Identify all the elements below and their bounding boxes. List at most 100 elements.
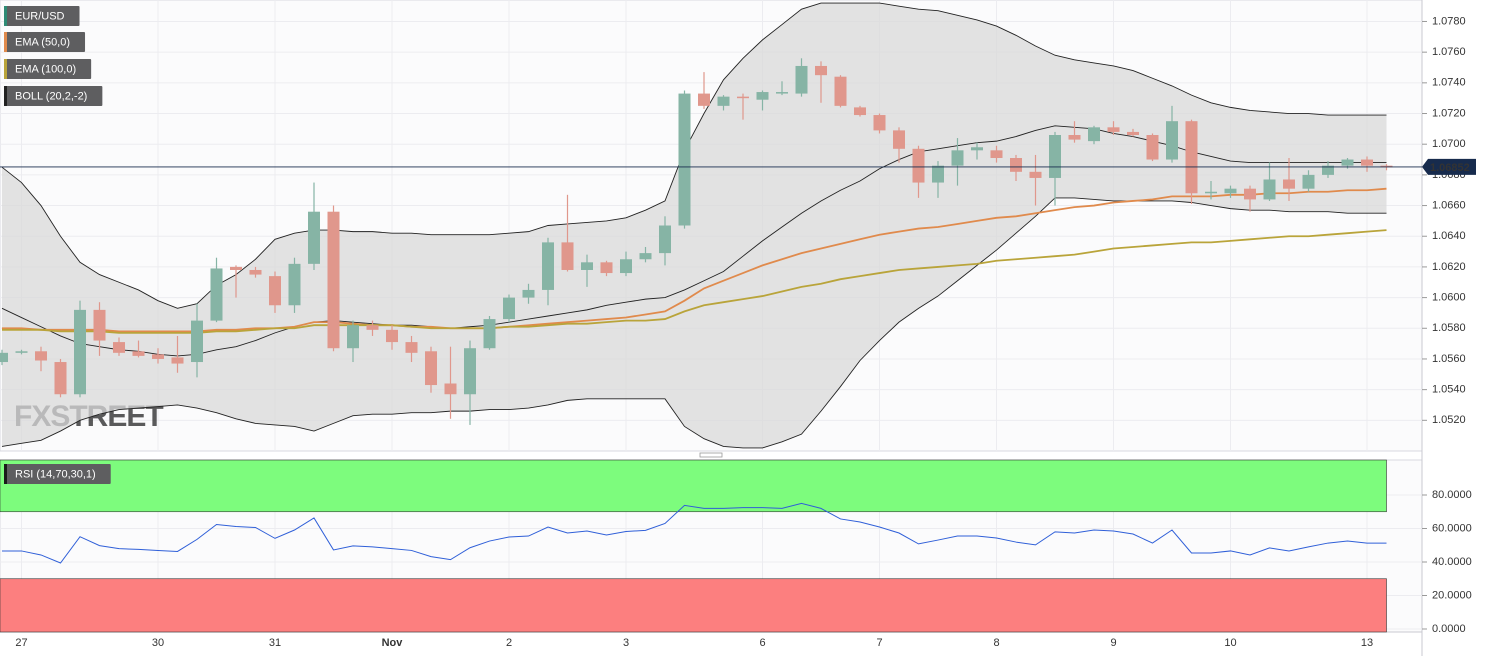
candle-body bbox=[1088, 127, 1100, 142]
candle-body bbox=[35, 351, 47, 361]
x-tick-label: 9 bbox=[1110, 637, 1116, 649]
candle-body bbox=[0, 352, 8, 363]
candle-body bbox=[1010, 158, 1022, 172]
legend-box bbox=[4, 59, 92, 79]
bollinger-upper bbox=[1, 2, 1387, 309]
candle-body bbox=[1068, 134, 1081, 140]
candle-body bbox=[639, 253, 652, 260]
candle-body bbox=[74, 309, 86, 395]
x-tick-label: 2 bbox=[506, 637, 512, 649]
candle-body bbox=[132, 351, 145, 356]
y-tick-label: 1.0640 bbox=[1432, 230, 1466, 242]
candle-body bbox=[1283, 179, 1295, 189]
candle-body bbox=[308, 211, 320, 264]
y-tick-label: 1.0700 bbox=[1432, 138, 1466, 150]
candle-body bbox=[1127, 131, 1139, 135]
legend-swatch bbox=[4, 464, 7, 484]
y-tick-label: 1.0580 bbox=[1432, 322, 1466, 334]
y-tick-label: 20.0000 bbox=[1432, 589, 1472, 601]
legend-box bbox=[4, 32, 86, 52]
candle-body bbox=[366, 325, 379, 330]
y-tick-label: 1.0520 bbox=[1432, 414, 1466, 426]
legend-label: RSI (14,70,30,1) bbox=[15, 468, 96, 480]
legend-swatch bbox=[4, 59, 7, 79]
candle-body bbox=[620, 259, 632, 274]
candle-body bbox=[230, 266, 242, 270]
candle-body bbox=[581, 262, 593, 270]
candle-body bbox=[1244, 188, 1256, 200]
last-price-label: 1.06852 bbox=[1430, 162, 1470, 174]
candle-body bbox=[152, 354, 164, 359]
y-tick-label: 40.0000 bbox=[1432, 556, 1472, 568]
candle-body bbox=[191, 320, 203, 363]
last-price-tag bbox=[1422, 158, 1476, 175]
candle-body bbox=[1049, 134, 1061, 178]
candle-body bbox=[347, 325, 359, 349]
candle-body bbox=[932, 165, 944, 183]
candle-body bbox=[386, 329, 398, 343]
candle-body bbox=[1166, 121, 1178, 160]
candle-body bbox=[54, 362, 67, 395]
y-tick-label: 1.0740 bbox=[1432, 77, 1466, 89]
legend-swatch bbox=[4, 86, 7, 106]
candle-body bbox=[210, 268, 223, 321]
y-tick-label: 1.0600 bbox=[1432, 292, 1466, 304]
legend-item: RSI (14,70,30,1) bbox=[4, 464, 111, 484]
candle-body bbox=[444, 383, 457, 395]
ema-line bbox=[2, 229, 1387, 334]
candle-body bbox=[1361, 159, 1373, 166]
candle-body bbox=[464, 348, 476, 395]
candle-body bbox=[795, 65, 808, 94]
y-tick-label: 1.0720 bbox=[1432, 107, 1466, 119]
candle-body bbox=[717, 96, 730, 106]
candle-body bbox=[834, 76, 847, 106]
candle-body bbox=[893, 130, 905, 149]
y-tick-label: 1.0540 bbox=[1432, 384, 1466, 396]
x-tick-label: 27 bbox=[15, 637, 27, 649]
legend-item: EMA (50,0) bbox=[4, 32, 86, 52]
rsi-line bbox=[2, 502, 1387, 564]
candle-body bbox=[776, 92, 788, 94]
x-tick-label: 7 bbox=[876, 637, 882, 649]
candle-body bbox=[15, 351, 28, 353]
candle-body bbox=[425, 351, 437, 386]
legend-swatch bbox=[4, 6, 7, 26]
x-tick-label: 30 bbox=[152, 637, 164, 649]
y-tick-label: 1.0560 bbox=[1432, 353, 1466, 365]
candle-body bbox=[990, 150, 1003, 159]
candle-body bbox=[405, 342, 418, 353]
y-tick-label: 1.0660 bbox=[1432, 199, 1466, 211]
candle-body bbox=[1341, 159, 1354, 166]
candle-body bbox=[1205, 191, 1217, 194]
candle-body bbox=[1146, 134, 1159, 160]
y-tick-label: 0.0000 bbox=[1432, 623, 1466, 635]
candle-body bbox=[327, 211, 340, 349]
y-tick-label: 80.0000 bbox=[1432, 489, 1472, 501]
candle-body bbox=[113, 342, 125, 353]
x-tick-label: 10 bbox=[1224, 637, 1236, 649]
legend-box bbox=[4, 6, 80, 26]
ema-line bbox=[2, 187, 1387, 333]
candle-body bbox=[600, 262, 613, 274]
candle-body bbox=[93, 309, 106, 341]
candle-body bbox=[815, 65, 827, 76]
candle-body bbox=[951, 150, 964, 166]
candle-body bbox=[678, 93, 691, 226]
legend-label: EUR/USD bbox=[15, 10, 65, 22]
candle-body bbox=[522, 289, 535, 298]
candle-body bbox=[873, 115, 886, 131]
y-tick-label: 60.0000 bbox=[1432, 522, 1472, 534]
x-tick-label: 13 bbox=[1361, 637, 1373, 649]
candle-body bbox=[269, 276, 281, 306]
oversold-zone bbox=[0, 578, 1387, 633]
legend-item: EUR/USD bbox=[4, 6, 80, 26]
candle-body bbox=[737, 96, 749, 99]
candle-body bbox=[1302, 174, 1315, 189]
candle-body bbox=[561, 242, 574, 270]
legend-label: EMA (100,0) bbox=[15, 63, 76, 75]
candle-body bbox=[1380, 165, 1393, 168]
candle-body bbox=[1263, 179, 1276, 200]
legend-box bbox=[4, 464, 111, 484]
candle-body bbox=[1322, 165, 1334, 175]
y-tick-label: 1.0760 bbox=[1432, 46, 1466, 58]
